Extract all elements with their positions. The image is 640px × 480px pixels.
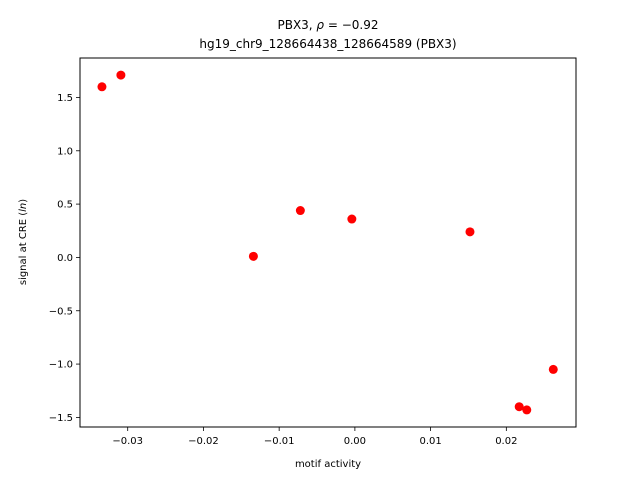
x-tick-label: 0.01 xyxy=(419,436,441,447)
plot-frame xyxy=(79,57,577,428)
y-axis-ticks: −1.5 −1.0 −0.5 0.0 0.5 1.0 1.5 xyxy=(49,93,80,424)
y-tick-label: 1.0 xyxy=(57,146,73,157)
y-tick-label: 0.5 xyxy=(57,200,73,211)
scatter-point xyxy=(465,227,475,237)
scatter-point xyxy=(248,251,258,261)
x-tick-label: −0.03 xyxy=(112,436,143,447)
y-tick-label: 0.0 xyxy=(57,253,73,264)
x-tick-label: 0.00 xyxy=(344,436,366,447)
scatter-point xyxy=(548,364,558,374)
scatter-point xyxy=(522,405,532,415)
scatter-point xyxy=(514,402,524,412)
scatter-point xyxy=(97,82,107,92)
y-axis-label: signal at CRE (ln) xyxy=(18,199,29,285)
y-tick-label: 1.5 xyxy=(57,93,73,104)
scatter-point xyxy=(347,214,357,224)
y-tick-label: −1.0 xyxy=(49,360,73,371)
chart-subtitle: hg19_chr9_128664438_128664589 (PBX3) xyxy=(199,37,456,51)
scatter-point xyxy=(295,206,305,216)
y-tick-label: −1.5 xyxy=(49,413,73,424)
x-tick-label: −0.02 xyxy=(188,436,219,447)
x-axis-label: motif activity xyxy=(295,459,361,470)
x-axis-ticks: −0.03 −0.02 −0.01 0.00 0.01 0.02 xyxy=(112,427,517,447)
chart-title: PBX3, ρ = −0.92 xyxy=(277,18,378,32)
data-points xyxy=(97,70,558,415)
y-tick-label: −0.5 xyxy=(49,306,73,317)
scatter-point xyxy=(116,70,126,80)
x-tick-label: 0.02 xyxy=(495,436,517,447)
x-tick-label: −0.01 xyxy=(264,436,295,447)
